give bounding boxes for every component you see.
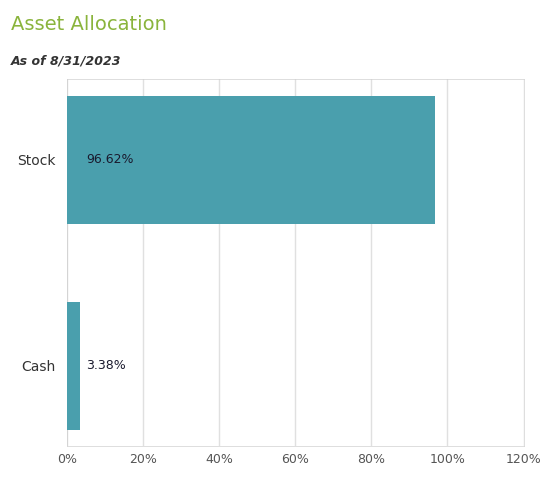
Text: 3.38%: 3.38% <box>86 360 126 372</box>
Text: As of 8/31/2023: As of 8/31/2023 <box>11 55 121 67</box>
Text: 96.62%: 96.62% <box>86 153 133 166</box>
Bar <box>67 96 434 224</box>
Text: Asset Allocation: Asset Allocation <box>11 15 167 34</box>
Bar <box>67 302 80 430</box>
